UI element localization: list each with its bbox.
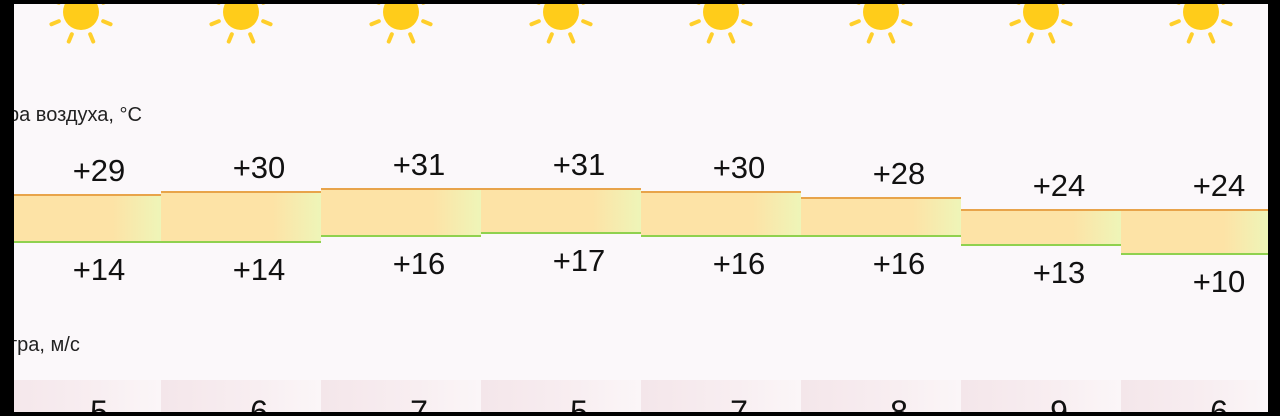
wind-speed-cell: 6 bbox=[1121, 380, 1268, 412]
temperature-range-band bbox=[641, 192, 801, 236]
temperature-range-band bbox=[14, 195, 161, 242]
sun-icon bbox=[841, 4, 921, 58]
max-temperature-value: +31 bbox=[552, 147, 606, 182]
temperature-range-band bbox=[161, 192, 321, 242]
sun-icon bbox=[41, 4, 121, 58]
min-temperature-value: +14 bbox=[72, 252, 126, 287]
wind-speed-cell: 8 bbox=[801, 380, 961, 412]
wind-speed-cell: 5 bbox=[481, 380, 641, 412]
min-temperature-value: +16 bbox=[712, 246, 766, 281]
temperature-range-band bbox=[1121, 210, 1268, 254]
min-temperature-value: +16 bbox=[392, 246, 446, 281]
min-temperature-value: +10 bbox=[1192, 264, 1246, 299]
wind-speed-row: 5 6 7 5 7 8 9 6 bbox=[14, 380, 1268, 412]
temperature-section-label: ра воздуха, °С bbox=[14, 104, 142, 126]
min-temperature-value: +14 bbox=[232, 252, 286, 287]
sun-icon bbox=[681, 4, 761, 58]
max-temperature-value: +30 bbox=[712, 150, 766, 185]
forecast-panel: ра воздуха, °С +29 +30 +31 +31 +30 +28 +24 +24 … bbox=[14, 4, 1268, 412]
wind-speed-value: 6 bbox=[1210, 394, 1228, 412]
sun-icon bbox=[361, 4, 441, 58]
wind-section-label: тра, м/с bbox=[14, 334, 80, 356]
wind-speed-cell: 9 bbox=[961, 380, 1121, 412]
wind-speed-value: 9 bbox=[1050, 394, 1068, 412]
max-temperature-value: +30 bbox=[232, 150, 286, 185]
temperature-band-chart bbox=[14, 188, 1268, 255]
weather-icons-row bbox=[14, 4, 1268, 58]
min-temperature-value: +17 bbox=[552, 243, 606, 278]
max-temperature-value: +24 bbox=[1032, 168, 1086, 203]
wind-speed-cell: 5 bbox=[14, 380, 161, 412]
sun-icon bbox=[1001, 4, 1081, 58]
temperature-range-band bbox=[801, 198, 961, 236]
wind-speed-cell: 6 bbox=[161, 380, 321, 412]
temperature-range-band bbox=[481, 189, 641, 233]
wind-speed-cell: 7 bbox=[641, 380, 801, 412]
wind-speed-value: 7 bbox=[730, 394, 748, 412]
wind-speed-value: 7 bbox=[410, 394, 428, 412]
max-temperature-value: +24 bbox=[1192, 168, 1246, 203]
max-temperature-value: +29 bbox=[72, 153, 126, 188]
sun-icon bbox=[201, 4, 281, 58]
wind-speed-value: 5 bbox=[90, 394, 108, 412]
wind-speed-value: 5 bbox=[570, 394, 588, 412]
sun-icon bbox=[1161, 4, 1241, 58]
max-temperature-value: +31 bbox=[392, 147, 446, 182]
temperature-range-band bbox=[321, 189, 481, 236]
min-temperature-value: +13 bbox=[1032, 255, 1086, 290]
max-temperature-value: +28 bbox=[872, 156, 926, 191]
min-temperature-value: +16 bbox=[872, 246, 926, 281]
sun-icon bbox=[521, 4, 601, 58]
wind-speed-value: 6 bbox=[250, 394, 268, 412]
wind-speed-value: 8 bbox=[890, 394, 908, 412]
wind-speed-cell: 7 bbox=[321, 380, 481, 412]
temperature-range-band bbox=[961, 210, 1121, 245]
